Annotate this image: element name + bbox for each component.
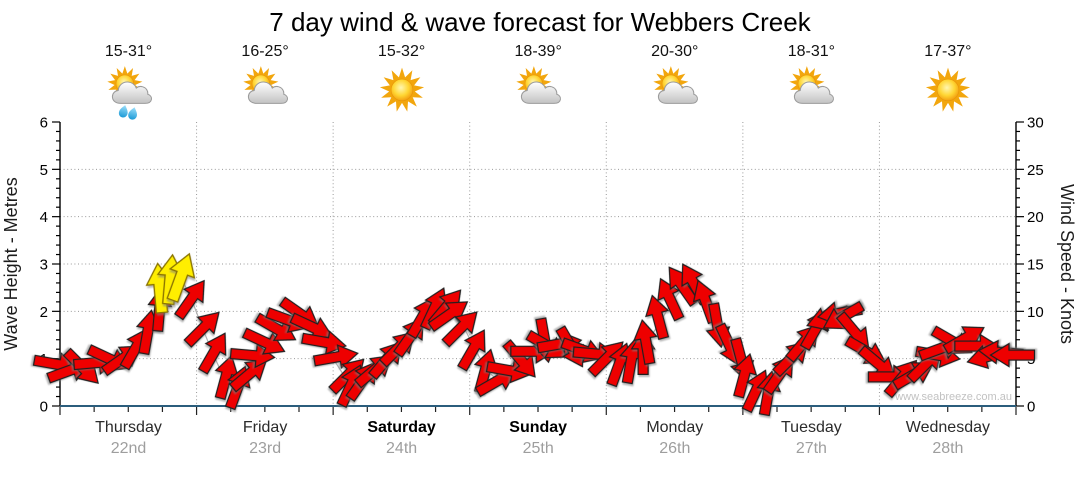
day-column-monday: 20-30° <box>606 42 743 125</box>
day-column-friday: 16-25° <box>197 42 334 125</box>
day-date: 23rd <box>249 440 282 457</box>
plot-area: 0123456051015202530 <box>32 115 1044 417</box>
day-column-sunday: 18-39° <box>470 42 607 125</box>
weather-sun-icon <box>922 64 974 120</box>
svg-text:6: 6 <box>40 115 48 132</box>
watermark: www.seabreeze.com.au <box>894 391 1012 403</box>
svg-text:2: 2 <box>40 304 48 321</box>
temp-range: 16-25° <box>241 43 289 60</box>
xaxis-day-thursday: Thursday 22nd <box>60 417 197 460</box>
day-column-saturday: 15-32° <box>333 42 470 125</box>
xaxis-day-saturday: Saturday 24th <box>333 417 470 460</box>
svg-text:0: 0 <box>1027 399 1035 416</box>
weather-sun-cloud-icon <box>785 64 837 120</box>
day-name: Saturday <box>367 419 436 436</box>
day-date: 27th <box>795 440 827 457</box>
left-axis-label: Wave Height - Metres <box>1 177 21 350</box>
page-title: 7 day wind & wave forecast for Webbers C… <box>269 7 811 37</box>
xaxis-day-friday: Friday 23rd <box>197 417 334 460</box>
day-column-tuesday: 18-31° <box>743 42 880 125</box>
svg-text:4: 4 <box>40 209 48 226</box>
day-date: 28th <box>932 440 964 457</box>
temp-range: 17-37° <box>924 43 972 60</box>
svg-text:30: 30 <box>1027 115 1044 132</box>
day-date: 26th <box>659 440 691 457</box>
svg-text:0: 0 <box>40 399 48 416</box>
day-name: Friday <box>242 419 288 436</box>
xaxis-day-sunday: Sunday 25th <box>470 417 607 460</box>
svg-text:15: 15 <box>1027 257 1044 274</box>
svg-text:10: 10 <box>1027 304 1044 321</box>
day-date: 22nd <box>110 440 147 457</box>
weather-sun-cloud-icon <box>239 64 291 120</box>
svg-text:5: 5 <box>40 162 48 179</box>
day-column-wednesday: 17-37° <box>879 42 1016 125</box>
day-name: Tuesday <box>781 419 842 436</box>
weather-sun-cloud-icon <box>649 64 701 120</box>
weather-sun-cloud-icon <box>512 64 564 120</box>
weather-sun-icon <box>376 64 428 120</box>
day-name: Wednesday <box>905 419 990 436</box>
day-name: Thursday <box>95 419 162 436</box>
day-column-thursday: 15-31° <box>60 42 197 125</box>
svg-text:20: 20 <box>1027 209 1044 226</box>
temp-range: 15-31° <box>104 43 153 60</box>
temp-range: 15-32° <box>377 43 426 60</box>
svg-text:25: 25 <box>1027 162 1044 179</box>
temp-range: 20-30° <box>651 43 699 60</box>
weather-sun-cloud-rain-icon <box>103 64 155 120</box>
xaxis-day-tuesday: Tuesday 27th <box>743 417 880 460</box>
svg-text:3: 3 <box>40 257 48 274</box>
day-name: Sunday <box>509 419 568 436</box>
day-name: Monday <box>646 419 704 436</box>
day-date: 25th <box>522 440 554 457</box>
right-axis-label: Wind Speed - Knots <box>1057 184 1077 344</box>
xaxis-day-monday: Monday 26th <box>606 417 743 460</box>
temp-range: 18-39° <box>514 43 562 60</box>
xaxis-day-wednesday: Wednesday 28th <box>879 417 1016 460</box>
temp-range: 18-31° <box>787 43 836 60</box>
day-date: 24th <box>386 440 418 457</box>
